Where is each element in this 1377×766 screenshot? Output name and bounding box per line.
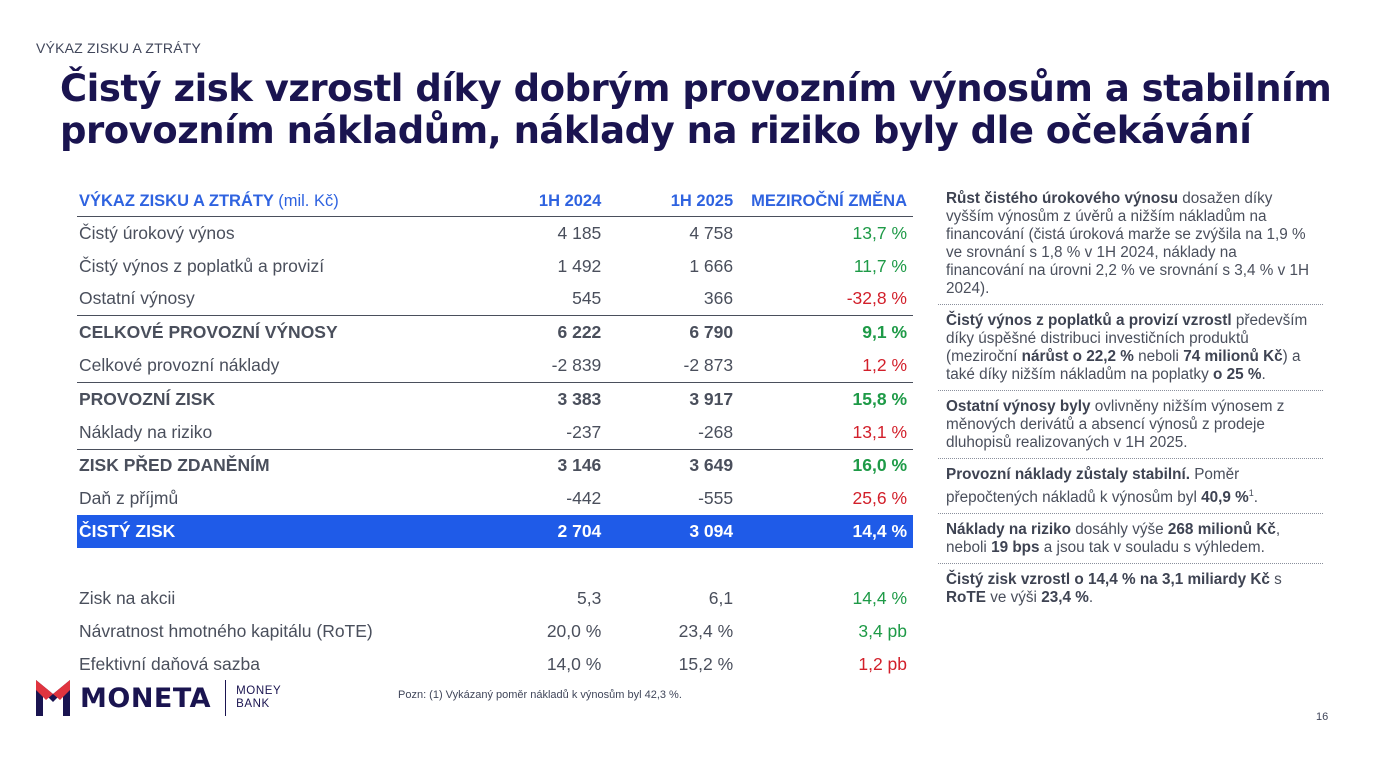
table-row: Daň z příjmů -442 -555 25,6 % (79, 488, 907, 509)
page-title: Čistý zisk vzrostl díky dobrým provozním… (60, 67, 1332, 152)
title-line-2: provozním nákladům, náklady na riziko by… (60, 109, 1252, 152)
table-row-net-profit: ČISTÝ ZISK 2 704 3 094 14,4 % (77, 515, 913, 549)
moneta-logo: MONETA MONEY BANK (36, 678, 281, 718)
header-1h2025: 1H 2025 (601, 186, 734, 217)
table-header-row: VÝKAZ ZISKU A ZTRÁTY (mil. Kč) 1H 2024 1… (77, 186, 913, 217)
header-yoy-change: MEZIROČNÍ ZMĚNA (733, 186, 913, 217)
header-unit: (mil. Kč) (278, 191, 339, 210)
header-label: VÝKAZ ZISKU A ZTRÁTY (mil. Kč) (77, 186, 499, 217)
footnote: Pozn: (1) Vykázaný poměr nákladů k výnos… (398, 689, 682, 701)
commentary-interest-income: Růst čistého úrokového výnosu dosažen dí… (938, 190, 1323, 305)
page-number: 16 (1316, 711, 1329, 723)
table-spacer (77, 548, 913, 582)
title-line-1: Čistý zisk vzrostl díky dobrým provozním… (60, 67, 1332, 110)
header-1h2024: 1H 2024 (498, 186, 602, 217)
commentary-net-profit: Čistý zisk vzrostl o 14,4 % na 3,1 milia… (946, 571, 1282, 607)
income-statement-table: VÝKAZ ZISKU A ZTRÁTY (mil. Kč) 1H 2024 1… (77, 186, 913, 681)
table-row: Čistý výnos z poplatků a provizí 1 492 1 6… (79, 255, 907, 276)
table-row: Zisk na akcii 5,3 6,1 14,4 % (79, 588, 907, 609)
logo-divider (225, 680, 227, 716)
moneta-m-icon (36, 680, 70, 716)
logo-wordmark: MONETA (80, 682, 212, 714)
logo-subtitle: MONEY BANK (236, 685, 282, 710)
table-row-profit-before-tax: ZISK PŘED ZDANĚNÍM 3 146 3 649 16,0 % (77, 448, 913, 483)
commentary-opex: Provozní náklady zůstaly stabilní. Poměr… (938, 466, 1323, 515)
commentary-fees: Čistý výnos z poplatků a provizí vzrostl… (938, 312, 1323, 391)
commentary-risk-costs: Náklady na riziko dosáhly výše 268 milio… (938, 521, 1323, 565)
table-row: Náklady na riziko -237 -268 13,1 % (79, 421, 907, 442)
commentary-other-income: Ostatní výnosy byly ovlivněny nižším výn… (938, 398, 1323, 459)
table-row-operating-profit: PROVOZNÍ ZISK 3 383 3 917 15,8 % (77, 381, 913, 416)
table-row-total-income: CELKOVÉ PROVOZNÍ VÝNOSY 6 222 6 790 9,1 % (77, 315, 913, 350)
table-row: Ostatní výnosy 545 366 -32,8 % (79, 288, 907, 309)
commentary-panel: Růst čistého úrokového výnosu dosažen dí… (938, 190, 1323, 620)
table-row: Návratnost hmotného kapitálu (RoTE) 20,0 … (79, 620, 907, 641)
table-row: Celkové provozní náklady -2 839 -2 873 1,2 … (79, 355, 907, 376)
table-row: Efektivní daňová sazba 14,0 % 15,2 % 1,2 pb (79, 653, 907, 674)
section-kicker: VÝKAZ ZISKU A ZTRÁTY (36, 40, 202, 56)
table-row: Čistý úrokový výnos 4 185 4 758 13,7 % (79, 222, 907, 243)
